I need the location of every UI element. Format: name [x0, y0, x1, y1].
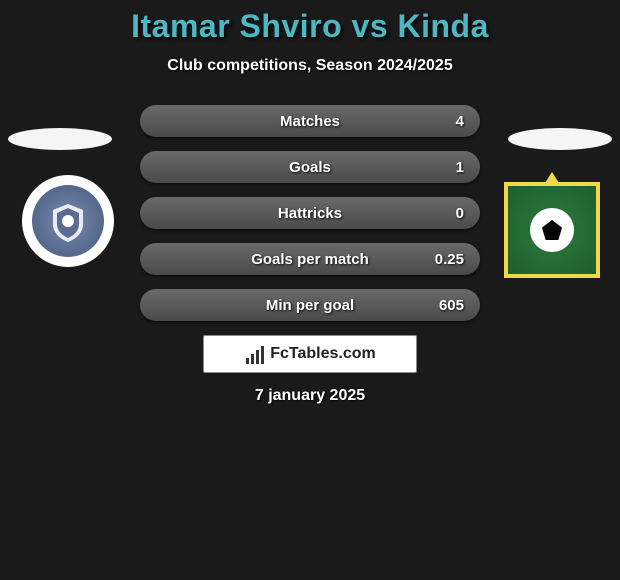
stat-value: 4	[456, 113, 464, 130]
stat-label: Matches	[280, 113, 340, 130]
stat-label: Min per goal	[266, 297, 354, 314]
stat-label: Hattricks	[278, 205, 342, 222]
stat-value: 0	[456, 205, 464, 222]
stat-row: Matches 4	[140, 105, 480, 137]
stat-label: Goals	[289, 159, 331, 176]
stat-value: 1	[456, 159, 464, 176]
team-crest-right	[504, 182, 600, 278]
stat-row: Goals per match 0.25	[140, 243, 480, 275]
footer-date: 7 january 2025	[0, 387, 620, 405]
team-crest-left	[22, 175, 114, 267]
bar-chart-icon	[244, 344, 264, 364]
branding-box: FcTables.com	[203, 335, 417, 373]
stat-label: Goals per match	[251, 251, 369, 268]
player-right-shadow	[508, 128, 612, 150]
page-subtitle: Club competitions, Season 2024/2025	[0, 57, 620, 75]
stat-value: 0.25	[435, 251, 464, 268]
stat-row: Hattricks 0	[140, 197, 480, 229]
stat-value: 605	[439, 297, 464, 314]
stats-table: Matches 4 Goals 1 Hattricks 0 Goals per …	[140, 105, 480, 321]
stat-row: Min per goal 605	[140, 289, 480, 321]
page-title: Itamar Shviro vs Kinda	[0, 8, 620, 45]
team-crest-left-inner	[32, 185, 104, 257]
shield-icon	[43, 196, 93, 246]
player-left-shadow	[8, 128, 112, 150]
soccer-ball-icon	[530, 208, 574, 252]
branding-text: FcTables.com	[270, 345, 376, 363]
stat-row: Goals 1	[140, 151, 480, 183]
